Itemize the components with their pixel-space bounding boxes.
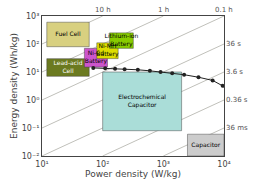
svg-text:3.6 s: 3.6 s (226, 68, 243, 76)
svg-text:10¹: 10¹ (26, 68, 39, 77)
svg-text:36 s: 36 s (226, 40, 241, 48)
svg-text:36 ms: 36 ms (226, 124, 248, 132)
svg-text:10⁴: 10⁴ (217, 160, 230, 169)
svg-text:Energy density (Wh/kg): Energy density (Wh/kg) (9, 33, 19, 139)
svg-text:Capacitor: Capacitor (191, 141, 220, 149)
svg-text:Ni-MHBattery: Ni-MHBattery (96, 42, 119, 58)
svg-text:0.36 s: 0.36 s (226, 96, 248, 104)
svg-text:10⁻¹: 10⁻¹ (22, 124, 40, 133)
svg-text:10 h: 10 h (95, 6, 111, 14)
svg-text:10⁻²: 10⁻² (22, 152, 40, 161)
svg-text:10²: 10² (96, 160, 109, 169)
svg-text:ElectrochemicalCapacitor: ElectrochemicalCapacitor (118, 93, 166, 109)
svg-text:Ni-CdBattery: Ni-CdBattery (85, 49, 108, 65)
svg-text:Fuel Cell: Fuel Cell (55, 30, 81, 37)
svg-text:Lead-acidCell: Lead-acidCell (53, 59, 82, 74)
svg-text:1 h: 1 h (158, 6, 169, 14)
svg-text:10²: 10² (26, 40, 39, 49)
svg-text:Power density (W/kg): Power density (W/kg) (85, 169, 181, 179)
svg-text:10³: 10³ (157, 160, 170, 169)
svg-text:10⁰: 10⁰ (26, 96, 39, 105)
svg-text:Lithium-ionBattery: Lithium-ionBattery (105, 32, 139, 48)
svg-text:0.1 h: 0.1 h (215, 6, 233, 14)
svg-text:10¹: 10¹ (35, 160, 48, 169)
svg-text:10³: 10³ (26, 12, 39, 21)
